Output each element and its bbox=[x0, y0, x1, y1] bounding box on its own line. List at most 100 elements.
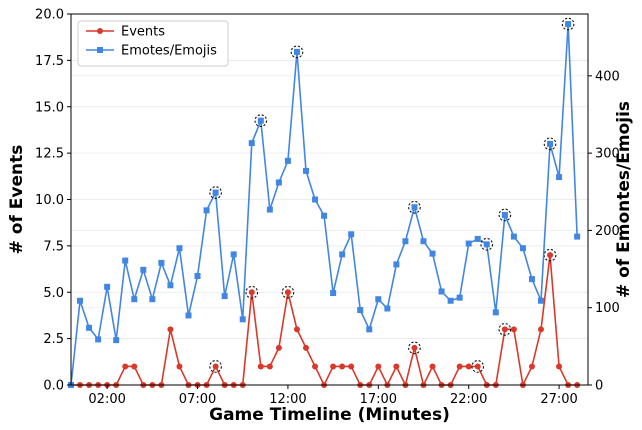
x-axis-title: Game Timeline (Minutes) bbox=[209, 405, 450, 425]
series-1-point-28 bbox=[321, 212, 328, 219]
series-0-point-43 bbox=[456, 363, 463, 370]
y-left-tick-label-6: 15.0 bbox=[35, 100, 64, 115]
series-1-point-37 bbox=[402, 238, 409, 245]
y-left-tick-label-8: 20.0 bbox=[35, 8, 64, 23]
series-0-point-27 bbox=[312, 363, 319, 370]
series-1-point-45 bbox=[474, 235, 481, 242]
series-1-point-26 bbox=[303, 167, 309, 174]
series-1-point-50 bbox=[519, 245, 526, 252]
y-left-tick-label-7: 17.5 bbox=[35, 54, 64, 69]
axis-layer: 02:00 07:00 12:00 17:00 22:00 27:00 0.0 2.5 5.0 7… bbox=[35, 8, 620, 408]
series-1-point-33 bbox=[366, 326, 373, 333]
series-0-point-21 bbox=[257, 363, 264, 370]
series-1-point-22 bbox=[266, 206, 273, 213]
y-right-tick-label-1: 100 bbox=[595, 301, 620, 316]
series-1-point-47 bbox=[492, 309, 499, 316]
series-1-point-48 bbox=[501, 211, 508, 218]
series-0-point-20 bbox=[248, 289, 255, 296]
series-0-point-44 bbox=[465, 363, 472, 370]
legend-emotes-label: Emotes/Emojis bbox=[121, 44, 217, 59]
series-1-point-11 bbox=[167, 282, 174, 289]
series-1-point-49 bbox=[510, 233, 517, 240]
series-0-point-52 bbox=[538, 326, 544, 333]
series-1-point-13 bbox=[185, 312, 192, 319]
series-0-point-6 bbox=[122, 363, 129, 370]
series-1-highlight-2 bbox=[290, 45, 304, 59]
x-tick-label-3: 17:00 bbox=[360, 392, 397, 407]
left-y-axis-title: # of Events bbox=[7, 145, 27, 255]
series-0-point-36 bbox=[393, 363, 400, 370]
series-1-point-4 bbox=[104, 283, 111, 290]
series-1-point-23 bbox=[275, 179, 282, 186]
y-right-tick-label-3: 300 bbox=[595, 147, 620, 162]
series-1-point-44 bbox=[465, 240, 472, 247]
series-0-point-31 bbox=[348, 363, 355, 370]
series-0-point-25 bbox=[293, 326, 300, 333]
legend-emotes-marker bbox=[97, 47, 103, 53]
grid-layer bbox=[71, 59, 588, 340]
y-left-tick-label-3: 7.5 bbox=[43, 239, 64, 254]
legend-events-label: Events bbox=[121, 25, 165, 40]
x-tick-label-1: 07:00 bbox=[179, 392, 216, 407]
series-1-point-16 bbox=[212, 189, 219, 196]
series-0-point-49 bbox=[510, 326, 517, 333]
series-1-point-51 bbox=[528, 276, 535, 283]
series-0-point-11 bbox=[167, 326, 174, 333]
series-1-point-53 bbox=[547, 140, 554, 147]
series-1-point-52 bbox=[538, 297, 544, 304]
y-right-tick-label-2: 200 bbox=[595, 224, 620, 239]
series-1-point-43 bbox=[456, 294, 463, 301]
series-0-point-48 bbox=[501, 326, 508, 333]
series-0-point-24 bbox=[284, 289, 291, 296]
series-1-point-29 bbox=[330, 290, 337, 297]
legend: Events Emotes/Emojis bbox=[77, 20, 229, 67]
series-0-highlight-0 bbox=[209, 360, 222, 373]
y-left-tick-label-5: 12.5 bbox=[35, 147, 64, 162]
series-1-highlight-3 bbox=[408, 200, 421, 214]
series-1-highlight-6 bbox=[543, 137, 557, 151]
series-1-point-54 bbox=[556, 174, 563, 181]
y-left-tick-label-4: 10.0 bbox=[35, 193, 64, 208]
series-1-point-38 bbox=[411, 204, 418, 211]
series-1-highlight-0 bbox=[209, 186, 222, 199]
series-0-point-30 bbox=[339, 363, 346, 370]
y-left-tick-label-2: 5.0 bbox=[43, 286, 64, 301]
series-1-point-19 bbox=[239, 316, 246, 323]
series-1-point-2 bbox=[86, 324, 93, 331]
y-left-tick-label-0: 0.0 bbox=[43, 379, 64, 394]
right-y-axis-title: # of Emontes/Emojis bbox=[614, 101, 634, 298]
series-1-highlight-7 bbox=[561, 17, 575, 31]
series-1-point-10 bbox=[158, 259, 165, 266]
series-0-point-7 bbox=[131, 363, 138, 370]
series-1-point-18 bbox=[230, 251, 237, 258]
series-0-point-12 bbox=[176, 363, 183, 370]
series-1-point-27 bbox=[312, 196, 319, 203]
y-left-tick-label-1: 2.5 bbox=[43, 332, 64, 347]
series-1-point-6 bbox=[122, 257, 129, 264]
series-1-point-31 bbox=[348, 231, 355, 238]
series-0-point-23 bbox=[275, 344, 282, 351]
series-1-point-41 bbox=[438, 288, 445, 295]
series-1-point-14 bbox=[194, 273, 201, 280]
series-1-highlight-1 bbox=[254, 114, 268, 128]
series-1-point-24 bbox=[284, 157, 291, 164]
series-1-point-36 bbox=[393, 261, 400, 268]
series-1-point-42 bbox=[447, 297, 454, 304]
series-0-highlight-4 bbox=[471, 360, 485, 373]
series-1-point-8 bbox=[140, 266, 147, 273]
series-0-point-54 bbox=[556, 363, 563, 370]
series-1-point-32 bbox=[357, 307, 364, 314]
x-tick-label-4: 22:00 bbox=[450, 392, 487, 407]
series-1-point-55 bbox=[565, 21, 572, 28]
series-1-point-46 bbox=[483, 241, 490, 248]
series-0-highlight-5 bbox=[498, 323, 512, 336]
series-0-highlight-3 bbox=[408, 341, 421, 355]
y-right-tick-label-0: 0 bbox=[595, 379, 603, 394]
y-right-tick-label-4: 400 bbox=[595, 69, 620, 84]
series-1-line bbox=[70, 23, 578, 386]
series-1-point-35 bbox=[384, 305, 391, 312]
series-layer bbox=[68, 17, 581, 388]
series-1-point-20 bbox=[248, 140, 255, 147]
